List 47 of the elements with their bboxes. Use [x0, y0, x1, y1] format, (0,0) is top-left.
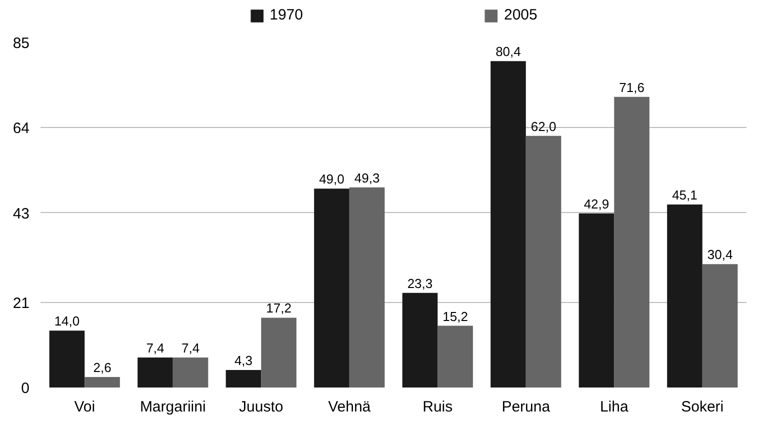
legend-label: 1970: [270, 6, 303, 24]
x-tick-label: Juusto: [239, 398, 284, 416]
y-tick-label: 43: [12, 205, 30, 222]
legend-label: 2005: [504, 6, 538, 24]
bar: [261, 318, 296, 388]
data-label: 49,0: [319, 172, 344, 187]
bar: [578, 213, 614, 388]
data-label: 30,4: [707, 247, 733, 262]
data-label: 14,0: [54, 314, 80, 329]
data-label: 71,6: [619, 80, 644, 95]
data-label: 23,3: [407, 276, 433, 291]
bar: [702, 264, 738, 388]
x-tick-label: Voi: [74, 398, 96, 416]
bar: [314, 188, 350, 388]
data-label: 2,6: [93, 360, 112, 375]
y-tick-label: 85: [12, 35, 30, 52]
data-label: 80,4: [496, 44, 521, 60]
bar: [226, 370, 262, 388]
data-label: 4,3: [234, 353, 253, 368]
bar: [438, 326, 473, 388]
bar: [49, 330, 85, 388]
data-label: 17,2: [266, 300, 292, 316]
data-label: 7,4: [146, 340, 164, 356]
bar: [84, 376, 120, 388]
data-label: 49,3: [354, 170, 380, 186]
bar: [349, 187, 385, 388]
bar: [667, 204, 702, 388]
data-label: 15,2: [442, 308, 468, 324]
bar: [490, 61, 526, 388]
bar: [172, 357, 208, 388]
x-tick-label: Margariini: [140, 398, 206, 416]
x-tick-label: Peruna: [502, 398, 551, 416]
y-tick-label: 21: [12, 294, 30, 312]
data-label: 45,1: [672, 187, 698, 202]
data-label: 7,4: [181, 340, 200, 356]
bar: [526, 136, 562, 388]
bar: [402, 292, 438, 388]
bar: [614, 96, 650, 388]
data-label: 42,9: [584, 196, 610, 212]
bar: [138, 357, 173, 388]
x-tick-label: Ruis: [422, 398, 453, 416]
x-tick-label: Liha: [600, 398, 629, 416]
y-tick-label: 64: [12, 120, 30, 138]
y-tick-label: 0: [21, 380, 30, 397]
x-tick-label: Vehnä: [328, 398, 372, 416]
data-label: 62,0: [530, 118, 556, 134]
x-tick-label: Sokeri: [681, 398, 724, 416]
